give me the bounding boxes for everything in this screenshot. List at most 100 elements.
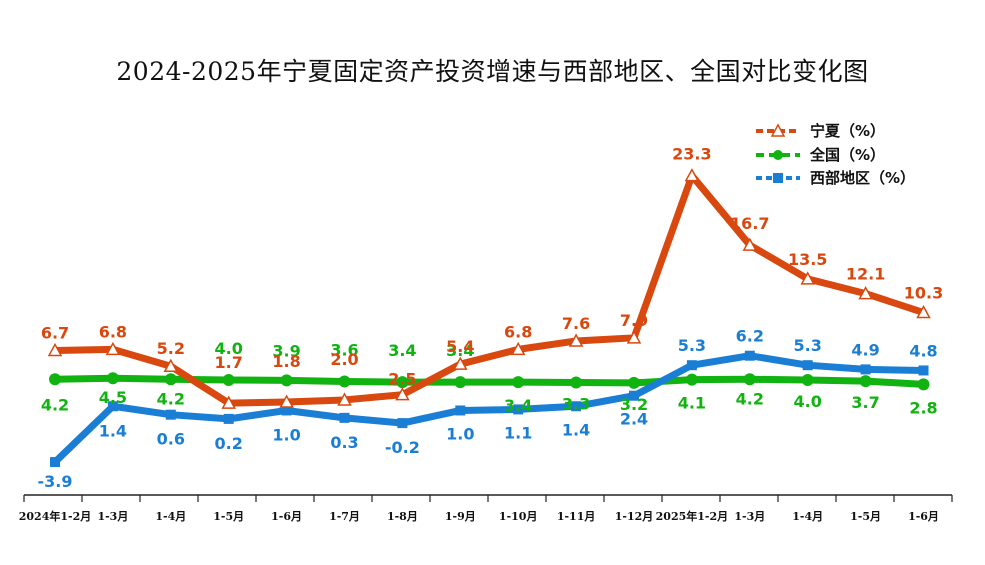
data-label: 3.4 bbox=[388, 341, 416, 360]
data-label: 4.2 bbox=[736, 389, 764, 408]
data-label: 4.9 bbox=[851, 340, 879, 359]
x-tick-label: 1-5月 bbox=[213, 510, 244, 523]
data-label: 1.0 bbox=[446, 424, 474, 443]
x-tick-label: 1-7月 bbox=[329, 510, 360, 523]
x-tick-label: 1-4月 bbox=[792, 510, 823, 523]
legend-entry: 全国（%） bbox=[809, 146, 885, 164]
data-label: 3.2 bbox=[620, 395, 648, 414]
data-label: 1.4 bbox=[99, 421, 127, 440]
data-label: 3.9 bbox=[272, 341, 300, 360]
series-lines bbox=[51, 172, 927, 466]
data-point bbox=[918, 365, 929, 376]
data-point bbox=[743, 373, 756, 386]
data-point bbox=[568, 333, 584, 347]
data-point bbox=[106, 372, 119, 385]
data-point bbox=[860, 364, 871, 375]
data-label: 3.7 bbox=[851, 393, 879, 412]
data-label: 2.4 bbox=[620, 410, 648, 429]
legend-entry: 西部地区（%） bbox=[810, 169, 915, 187]
data-point bbox=[858, 286, 873, 300]
x-tick-label: 1-4月 bbox=[155, 510, 186, 523]
x-tick-label: 1-10月 bbox=[499, 510, 538, 523]
data-label: 0.3 bbox=[330, 433, 358, 452]
data-label: 12.1 bbox=[846, 265, 885, 284]
data-point bbox=[801, 374, 814, 386]
data-point bbox=[742, 237, 758, 251]
data-point bbox=[223, 413, 234, 424]
series-markers bbox=[47, 168, 931, 468]
data-point bbox=[50, 457, 60, 468]
data-label: 6.7 bbox=[41, 323, 69, 342]
data-point bbox=[628, 376, 640, 389]
data-point bbox=[453, 356, 468, 370]
legend-marker bbox=[773, 150, 783, 160]
data-label: 16.7 bbox=[730, 214, 769, 233]
data-labels: 4.2 4.5 4.2 4.0 3.9 3.6 3.4 3.4 3.4 3.3 3.2 4.1 4.2 4… bbox=[38, 145, 944, 491]
data-point bbox=[629, 390, 639, 401]
data-point bbox=[570, 376, 583, 389]
data-point bbox=[800, 271, 815, 285]
data-point bbox=[917, 378, 930, 391]
data-point bbox=[163, 358, 179, 372]
data-label: 5.2 bbox=[157, 339, 185, 358]
data-point bbox=[571, 401, 582, 412]
data-point bbox=[164, 373, 177, 386]
data-point bbox=[684, 168, 700, 182]
data-point bbox=[337, 392, 352, 406]
data-label: 5.3 bbox=[678, 336, 706, 355]
x-tick-label: 1-5月 bbox=[850, 510, 881, 523]
data-point bbox=[455, 405, 466, 416]
data-point bbox=[395, 387, 410, 401]
series-line bbox=[51, 374, 927, 388]
x-axis: 2024年1-2月 1-3月 1-4月 1-5月 1-6月 1-7月 1-8月 1-9月 1-1… bbox=[19, 494, 953, 523]
data-label: 4.1 bbox=[678, 394, 706, 413]
data-point bbox=[105, 341, 121, 356]
data-label: 4.2 bbox=[157, 389, 185, 408]
data-label: 3.4 bbox=[504, 396, 532, 415]
data-point bbox=[859, 375, 872, 388]
data-point bbox=[279, 394, 294, 408]
data-label: -3.9 bbox=[38, 472, 73, 491]
data-label: 23.3 bbox=[672, 145, 711, 164]
data-label: 0.2 bbox=[215, 434, 243, 453]
data-label: 1.1 bbox=[504, 423, 532, 442]
legend: 宁夏（%） 全国（%） 西部地区（%） bbox=[756, 122, 915, 187]
x-tick-label: 1-12月 bbox=[615, 510, 654, 523]
data-label: 13.5 bbox=[788, 250, 827, 269]
legend-marker bbox=[770, 123, 786, 137]
x-tick-label: 1-8月 bbox=[387, 510, 418, 523]
data-point bbox=[107, 401, 118, 412]
data-point bbox=[510, 341, 526, 356]
data-label: 1.0 bbox=[272, 425, 300, 444]
x-tick-label: 2024年1-2月 bbox=[19, 509, 92, 523]
data-label: -0.2 bbox=[385, 438, 420, 457]
x-tick-label: 1-11月 bbox=[557, 510, 596, 523]
data-point bbox=[626, 330, 642, 344]
data-point bbox=[454, 376, 467, 389]
x-tick-label: 1-6月 bbox=[271, 510, 302, 523]
data-point bbox=[802, 360, 813, 371]
data-point bbox=[49, 373, 61, 386]
data-label: 1.7 bbox=[215, 353, 243, 372]
data-point bbox=[47, 342, 63, 357]
data-label: 2.8 bbox=[909, 398, 937, 417]
data-label: 3.6 bbox=[330, 340, 358, 359]
data-label: 6.8 bbox=[99, 322, 127, 341]
data-point bbox=[685, 373, 698, 386]
data-label: 4.0 bbox=[215, 339, 243, 358]
data-label: 7.6 bbox=[562, 314, 590, 333]
x-tick-label: 1-9月 bbox=[445, 510, 476, 523]
data-label: 2.0 bbox=[330, 350, 358, 369]
data-point bbox=[338, 375, 351, 388]
data-point bbox=[281, 405, 292, 416]
data-point bbox=[165, 409, 176, 420]
series-line bbox=[51, 172, 927, 407]
data-point bbox=[512, 376, 525, 389]
data-label: 1.4 bbox=[562, 420, 590, 439]
data-point bbox=[339, 412, 350, 423]
data-label: 6.2 bbox=[736, 327, 764, 346]
legend-entry: 宁夏（%） bbox=[810, 122, 885, 140]
data-label: 4.0 bbox=[794, 392, 822, 411]
x-tick-label: 2025年1-2月 bbox=[656, 509, 729, 523]
